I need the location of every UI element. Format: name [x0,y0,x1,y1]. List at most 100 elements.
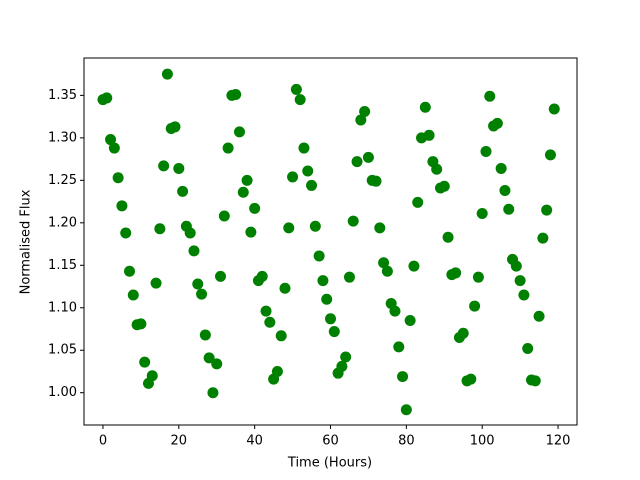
scatter-point [211,358,223,370]
scatter-point [336,360,348,372]
scatter-point [207,387,219,399]
scatter-point [215,270,227,282]
scatter-point [112,172,124,184]
scatter-point [503,203,515,215]
y-tick-label: 1.25 [48,173,77,188]
scatter-point [275,330,287,342]
scatter-point [233,126,245,138]
scatter-point [298,142,310,154]
x-tick-label: 120 [546,434,571,449]
scatter-point [381,265,393,277]
scatter-point [514,275,526,287]
x-tick-label: 0 [99,434,107,449]
x-tick-label: 40 [246,434,263,449]
scatter-point [431,163,443,175]
scatter-point [203,352,215,364]
scatter-point [139,356,151,368]
scatter-point [264,316,276,328]
y-tick-label: 1.30 [48,130,77,145]
scatter-point [184,227,196,239]
x-tick-label: 60 [322,434,339,449]
scatter-point [499,185,511,197]
scatter-point [340,351,352,363]
scatter-point [218,210,230,222]
scatter-point [476,207,488,219]
scatter-point [544,149,556,161]
scatter-point [188,245,200,257]
scatter-point [359,106,371,118]
scatter-point [541,204,553,216]
y-tick-label: 1.20 [48,215,77,230]
scatter-point [533,310,545,322]
scatter-point [283,222,295,234]
y-tick-label: 1.10 [48,300,77,315]
scatter-point [245,226,257,238]
scatter-point [442,231,454,243]
scatter-point [325,313,336,325]
scatter-point [241,174,253,186]
scatter-point [537,232,549,244]
scatter-point [408,260,420,272]
scatter-point [351,156,363,168]
x-tick-label: 20 [171,434,188,449]
scatter-point [260,305,272,317]
scatter-point [192,278,204,290]
scatter-point [294,94,306,106]
y-tick-label: 1.15 [48,258,77,273]
scatter-point [529,375,541,387]
scatter-point [222,142,234,154]
y-tick-label: 1.05 [48,343,77,358]
scatter-point [108,142,120,154]
scatter-point [389,305,401,317]
scatter-point [173,162,185,174]
scatter-point [116,200,128,212]
scatter-point [465,373,477,385]
scatter-point [161,68,173,80]
scatter-point [177,185,189,197]
scatter-point [158,160,170,172]
scatter-point [457,327,469,339]
scatter-point [522,343,534,355]
y-tick-label: 1.35 [48,88,77,103]
x-axis-label: Time (Hours) [287,456,372,471]
scatter-point [548,103,560,115]
scatter-point [491,117,503,129]
scatter-point [101,92,113,104]
scatter-point [412,196,424,208]
scatter-point [279,282,291,294]
scatter-point [127,289,139,301]
scatter-point [518,289,530,301]
scatter-point [484,90,496,102]
axes-frame [83,57,578,426]
scatter-point [287,171,299,183]
scatter-point [154,223,166,235]
scatter-point [355,114,367,126]
y-axis-label: Normalised Flux [19,189,34,294]
scatter-point [199,329,211,341]
scatter-point [313,250,325,262]
scatter-point [146,370,158,382]
scatter-point [302,165,314,177]
scatter-point [237,186,249,198]
scatter-point [328,326,340,338]
scatter-point [469,300,481,312]
scatter-point [400,404,412,416]
x-tick-label: 100 [470,434,495,449]
scatter-point [196,288,208,300]
scatter-point [378,257,390,269]
scatter-point [495,162,507,174]
scatter-point [370,175,382,187]
scatter-point [362,151,374,163]
scatter-point [438,180,450,192]
scatter-point [306,179,318,191]
scatter-point [309,220,321,232]
scatter-point [124,265,136,277]
scatter-point [271,365,283,377]
scatter-point [419,101,431,113]
scatter-point [423,129,435,141]
scatter-point [317,275,329,287]
scatter-point [404,315,416,327]
